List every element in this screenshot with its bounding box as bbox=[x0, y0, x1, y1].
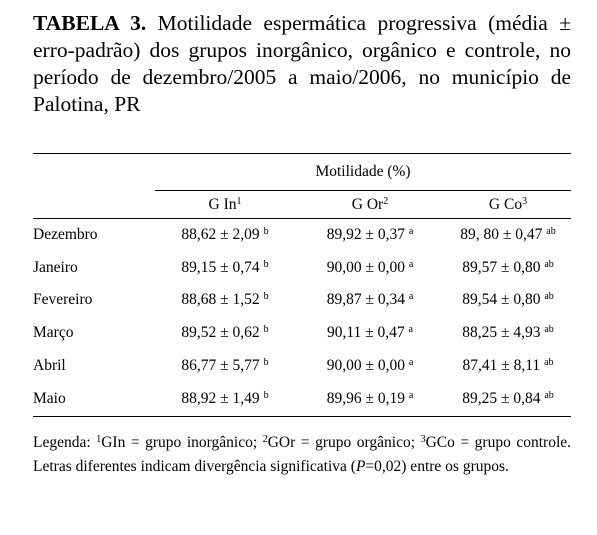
cell-value: 90,11 ± 0,47 bbox=[326, 324, 405, 342]
legend-sup: 2 bbox=[262, 434, 268, 445]
cell-value: 89,52 ± 0,62 bbox=[181, 324, 260, 342]
cell: 89,54 ± 0,80 ab bbox=[445, 284, 571, 317]
cell-value: 88,68 ± 1,52 bbox=[181, 291, 260, 309]
legend-item: GOr = grupo orgânico; bbox=[267, 434, 416, 451]
legend-item: GIn = grupo inorgânico; bbox=[101, 434, 258, 451]
legend-sup: 3 bbox=[420, 434, 426, 445]
row: Janeiro 89,15 ± 0,74 b 90,00 ± 0,00 a 89,57… bbox=[33, 252, 571, 285]
month: Fevereiro bbox=[33, 291, 93, 309]
column-name: G Or bbox=[351, 195, 384, 213]
cell-letter: ab bbox=[544, 291, 554, 303]
spacer bbox=[33, 153, 155, 191]
row: Fevereiro 88,68 ± 1,52 b 89,87 ± 0,34 a 89,… bbox=[33, 284, 571, 317]
cell-letter: ab bbox=[544, 324, 554, 336]
column-sup: 2 bbox=[383, 195, 389, 207]
cell-letter: b bbox=[263, 226, 269, 238]
row: Março 89,52 ± 0,62 b 90,11 ± 0,47 a 88,25 ±… bbox=[33, 317, 571, 350]
cell-letter: a bbox=[408, 226, 414, 238]
cell-letter: ab bbox=[544, 356, 554, 368]
cell: 89,87 ± 0,34 a bbox=[295, 284, 445, 317]
column-sup: 3 bbox=[522, 195, 528, 207]
cell: 87,41 ± 8,11 ab bbox=[445, 349, 571, 382]
cell-letter: a bbox=[408, 356, 414, 368]
month: Março bbox=[33, 324, 74, 342]
cell: 90,00 ± 0,00 a bbox=[295, 252, 445, 285]
legend-item: GCo = grupo controle. bbox=[425, 434, 572, 451]
legend-sup: 1 bbox=[96, 434, 102, 445]
cell-letter: a bbox=[408, 291, 414, 303]
cell-value: 88,25 ± 4,93 bbox=[462, 324, 541, 342]
caption-label: TABELA 3. bbox=[33, 11, 147, 35]
cell: 88,25 ± 4,93 ab bbox=[445, 317, 571, 350]
column-name: G Co bbox=[488, 195, 523, 213]
row: Abril 86,77 ± 5,77 b 90,00 ± 0,00 a 87,41 ±… bbox=[33, 349, 571, 382]
cell-value: 89,54 ± 0,80 bbox=[462, 291, 541, 309]
cell: 88,92 ± 1,49 b bbox=[155, 381, 295, 417]
legend-note: Letras diferentes indicam divergência si… bbox=[33, 457, 356, 475]
cell-letter: ab bbox=[544, 258, 554, 270]
cell-letter: b bbox=[263, 291, 269, 303]
cell-letter: a bbox=[408, 324, 413, 336]
cell-value: 89,87 ± 0,34 bbox=[326, 291, 405, 309]
cell: 90,00 ± 0,00 a bbox=[295, 349, 445, 382]
row: Maio 88,92 ± 1,49 b 89,96 ± 0,19 a 89,25 ± … bbox=[33, 381, 572, 417]
cell: 89, 80 ± 0,47 ab bbox=[445, 219, 571, 252]
cell-value: 90,00 ± 0,00 bbox=[326, 258, 405, 276]
cell: 88,62 ± 2,09 b bbox=[155, 219, 295, 252]
month: Maio bbox=[33, 381, 155, 417]
cell: 86,77 ± 5,77 b bbox=[155, 349, 295, 382]
cell-letter: a bbox=[408, 258, 414, 270]
month: Janeiro bbox=[33, 258, 78, 276]
cell-value: 90,00 ± 0,00 bbox=[326, 356, 405, 374]
cell-value: 89, 80 ± 0,47 bbox=[460, 226, 543, 244]
column-header: G Co3 bbox=[445, 190, 572, 219]
cell: 89,25 ± 0,84 ab bbox=[445, 381, 572, 417]
cell: 89,57 ± 0,80 ab bbox=[445, 252, 571, 285]
cell-value: 88,62 ± 2,09 bbox=[181, 226, 260, 244]
cell-letter: b bbox=[263, 258, 269, 270]
column-name: G In bbox=[208, 195, 237, 213]
cell: 89,96 ± 0,19 a bbox=[295, 381, 445, 417]
caption-text: Motilidade espermática progressiva (médi… bbox=[33, 11, 571, 116]
legend-intro: Legenda: bbox=[33, 434, 91, 451]
cell: 89,15 ± 0,74 b bbox=[155, 252, 295, 285]
cell: 89,92 ± 0,37 a bbox=[295, 219, 445, 252]
cell-value: 86,77 ± 5,77 bbox=[181, 356, 260, 374]
legend-note: =0,02) entre os grupos. bbox=[365, 457, 509, 475]
legend: Legenda: 1GIn = grupo inorgânico; 2GOr =… bbox=[33, 431, 571, 478]
cell: 88,68 ± 1,52 b bbox=[155, 284, 295, 317]
month: Abril bbox=[33, 356, 66, 374]
cell-value: 89,92 ± 0,37 bbox=[326, 226, 405, 244]
cell-value: 88,92 ± 1,49 bbox=[181, 389, 260, 407]
spacer bbox=[33, 190, 155, 219]
month: Dezembro bbox=[33, 226, 98, 244]
column-header: G In1 bbox=[155, 190, 295, 219]
cell-letter: a bbox=[408, 389, 414, 401]
caption: TABELA 3. Motilidade espermática progres… bbox=[33, 10, 571, 118]
cell-value: 89,15 ± 0,74 bbox=[181, 258, 260, 276]
cell-letter: b bbox=[263, 324, 269, 336]
cell-value: 87,41 ± 8,11 bbox=[462, 356, 541, 374]
cell-value: 89,57 ± 0,80 bbox=[462, 258, 541, 276]
cell-letter: b bbox=[263, 356, 269, 368]
group-header: Motilidade (%) bbox=[155, 153, 572, 191]
cell-letter: ab bbox=[546, 226, 556, 238]
column-sup: 1 bbox=[236, 195, 242, 207]
row: Dezembro 88,62 ± 2,09 b 89,92 ± 0,37 a 89, … bbox=[33, 219, 571, 252]
column-header: G Or2 bbox=[295, 190, 445, 219]
cell-letter: ab bbox=[544, 389, 554, 401]
legend-note-italic: P bbox=[355, 457, 366, 475]
cell: 89,52 ± 0,62 b bbox=[155, 317, 295, 350]
cell-value: 89,96 ± 0,19 bbox=[326, 389, 405, 407]
cell-letter: b bbox=[263, 389, 269, 401]
cell: 90,11 ± 0,47 a bbox=[295, 317, 445, 350]
table: Motilidade (%) G In1 G Or2 G Co3 Dezembro 8… bbox=[33, 153, 572, 417]
cell-value: 89,25 ± 0,84 bbox=[462, 389, 541, 407]
